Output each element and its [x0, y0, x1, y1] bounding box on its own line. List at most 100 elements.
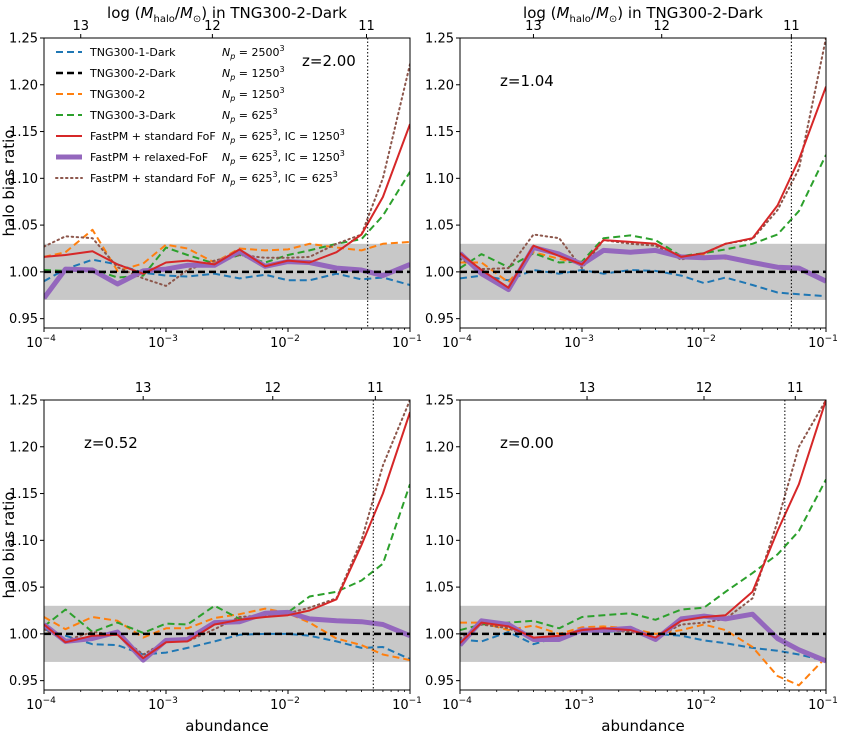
legend-item-tng2hydro: TNG300-2 Np = 12503	[56, 86, 285, 103]
y-tick-label: 1.15	[425, 125, 454, 140]
series-line-relaxed	[44, 248, 410, 300]
series-line-tng1	[44, 628, 410, 661]
series-group	[460, 400, 826, 687]
y-tick-label: 1.15	[9, 487, 38, 502]
legend-np: Np = 12503	[222, 65, 285, 82]
legend-label: TNG300-3-Dark	[89, 109, 176, 122]
legend-item-fof: FastPM + standard FoF Np = 6253, IC = 125…	[56, 128, 345, 145]
x-tick-label: 10−3	[564, 334, 594, 351]
x-tick-label: 10−2	[686, 696, 716, 713]
y-tick-label: 1.00	[425, 265, 454, 280]
y-tick-label: 1.20	[9, 440, 38, 455]
y-tick-label: 1.05	[9, 581, 38, 596]
axes-frame	[459, 37, 827, 329]
legend-item-fof625: FastPM + standard FoF Np = 6253, IC = 625…	[55, 170, 338, 187]
series-line-fof	[44, 411, 410, 660]
y-tick-label: 1.25	[9, 394, 38, 409]
top-tick-label: 12	[264, 381, 281, 396]
legend-label: TNG300-1-Dark	[89, 46, 176, 59]
top-tick-label: 13	[579, 381, 596, 396]
y-tick-label: 1.10	[9, 172, 38, 187]
y-tick-label: 1.15	[9, 125, 38, 140]
x-tick-label: 10−2	[270, 696, 300, 713]
series-line-tng3	[460, 479, 826, 632]
y-tick-label: 0.95	[425, 674, 454, 689]
top-axis-label-left: log (Mhalo/M⊙) in TNG300-2-Dark	[107, 4, 347, 25]
legend-label: FastPM + standard FoF	[90, 172, 216, 185]
legend-np: Np = 6253	[222, 107, 278, 124]
x-axis-label-right: abundance	[601, 717, 684, 735]
top-tick-label: 11	[787, 381, 804, 396]
legend-np: Np = 6253, IC = 12503	[222, 128, 345, 145]
x-tick-label: 10−3	[148, 334, 178, 351]
series-line-tng2hydro	[460, 621, 826, 687]
series-group	[44, 63, 410, 300]
y-tick-label: 1.00	[425, 627, 454, 642]
y-tick-label: 1.10	[425, 172, 454, 187]
series-group	[44, 400, 410, 663]
series-line-fof625	[460, 38, 826, 271]
panel-top-left: 0.95 1.00 1.05 1.10 1.15 1.20 1.25 10−4 10−3 10−2…	[9, 19, 422, 351]
legend-item-tng2: TNG300-2-Dark Np = 12503	[56, 65, 285, 82]
redshift-label: z=0.00	[500, 434, 554, 452]
y-tick-label: 1.20	[9, 78, 38, 93]
x-tick-label: 10−4	[442, 696, 472, 713]
y-tick-label: 0.95	[9, 312, 38, 327]
top-tick-label: 13	[72, 19, 89, 34]
legend: TNG300-1-Dark Np = 25003 TNG300-2-Dark Np =…	[55, 44, 345, 187]
y-tick-label: 1.10	[9, 534, 38, 549]
x-tick-label: 10−3	[148, 696, 178, 713]
series-line-fof	[44, 123, 410, 275]
x-tick-label: 10−1	[808, 696, 838, 713]
series-line-tng3	[44, 483, 410, 634]
y-tick-label: 1.20	[425, 440, 454, 455]
x-axis-label-left: abundance	[185, 717, 268, 735]
top-tick-label: 11	[358, 19, 375, 34]
x-tick-label: 10−1	[392, 696, 422, 713]
y-tick-label: 1.25	[425, 32, 454, 47]
x-tick-label: 10−1	[808, 334, 838, 351]
legend-np: Np = 25003	[222, 44, 285, 61]
x-tick-label: 10−4	[26, 696, 56, 713]
redshift-label: z=1.04	[500, 72, 554, 90]
x-tick-label: 10−2	[270, 334, 300, 351]
series-line-tng3	[460, 154, 826, 269]
legend-np: Np = 12503	[222, 86, 285, 103]
panel-bottom-right: 0.95 1.00 1.05 1.10 1.15 1.20 1.25 10−4 10−3 10−2…	[425, 381, 838, 713]
legend-item-relaxed: FastPM + relaxed-FoF Np = 6253, IC = 1250…	[56, 149, 345, 166]
series-group	[460, 38, 826, 298]
x-tick-label: 10−2	[686, 334, 716, 351]
y-tick-label: 1.05	[425, 219, 454, 234]
y-tick-label: 1.00	[9, 265, 38, 280]
x-tick-label: 10−1	[392, 334, 422, 351]
x-tick-label: 10−3	[564, 696, 594, 713]
y-tick-label: 1.05	[9, 219, 38, 234]
top-tick-label: 12	[696, 381, 713, 396]
series-line-fof	[460, 86, 826, 289]
y-tick-label: 1.15	[425, 487, 454, 502]
y-axis-label-bottom: halo bias ratio	[0, 492, 18, 599]
legend-label: TNG300-2	[89, 88, 145, 101]
y-tick-label: 1.10	[425, 534, 454, 549]
axes-frame	[43, 399, 411, 691]
redshift-label: z=2.00	[302, 52, 356, 70]
legend-label: FastPM + relaxed-FoF	[90, 151, 208, 164]
top-tick-label: 11	[367, 381, 384, 396]
top-axis-label-right: log (Mhalo/M⊙) in TNG300-2-Dark	[523, 4, 763, 25]
series-line-tng2hydro	[44, 228, 410, 272]
y-axis-label-top: halo bias ratio	[0, 130, 18, 237]
y-tick-label: 0.95	[425, 312, 454, 327]
axes-frame	[43, 37, 411, 329]
y-tick-label: 1.20	[425, 78, 454, 93]
x-tick-label: 10−4	[26, 334, 56, 351]
series-line-tng1	[44, 258, 410, 286]
legend-np: Np = 6253, IC = 6253	[222, 170, 338, 187]
x-tick-label: 10−4	[442, 334, 472, 351]
axes-frame	[459, 399, 827, 691]
y-tick-label: 1.25	[9, 32, 38, 47]
legend-item-tng1: TNG300-1-Dark Np = 25003	[56, 44, 285, 61]
top-tick-label: 13	[525, 19, 542, 34]
y-tick-label: 1.00	[9, 627, 38, 642]
y-tick-label: 1.25	[425, 394, 454, 409]
panel-bottom-left: 0.95 1.00 1.05 1.10 1.15 1.20 1.25 10−4 10−3 10−2…	[9, 381, 422, 713]
